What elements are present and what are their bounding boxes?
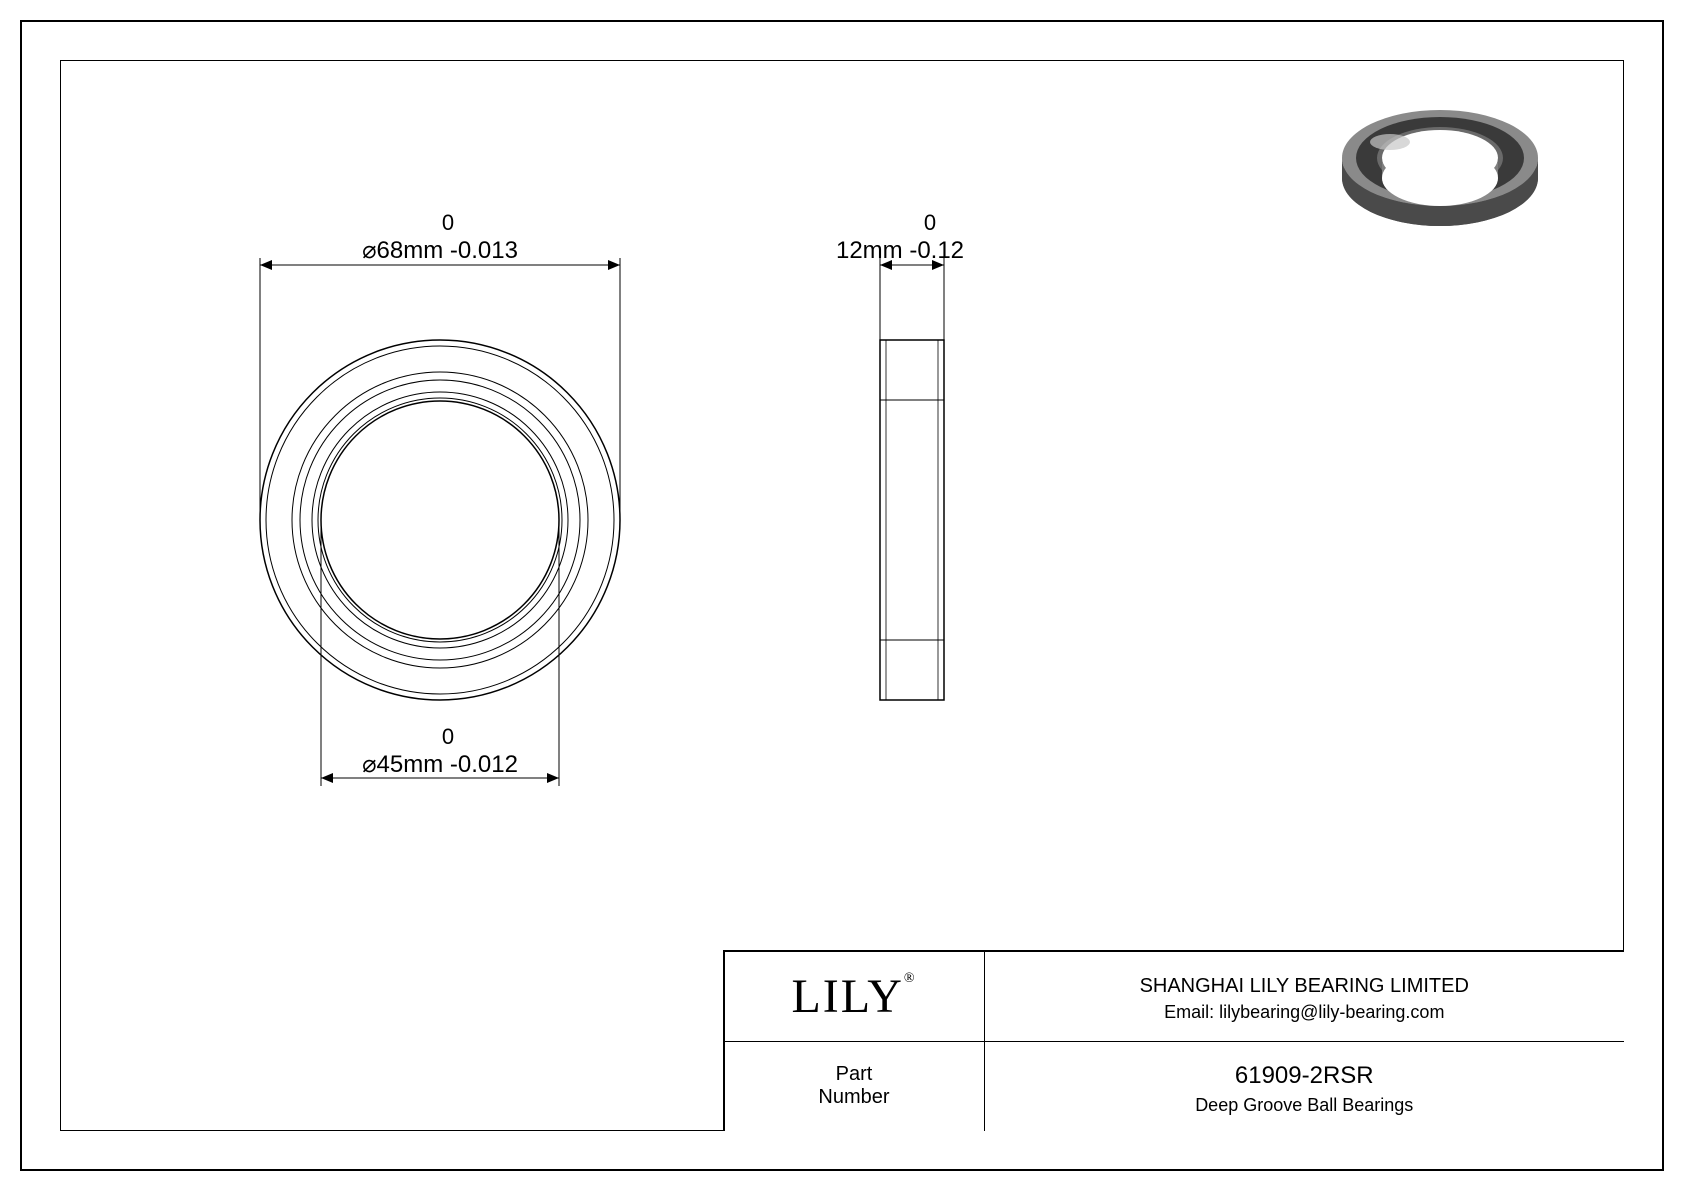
company-email: Email: lilybearing@lily-bearing.com: [1003, 1002, 1607, 1023]
part-label-1: Part: [743, 1063, 966, 1086]
company-info-cell: SHANGHAI LILY BEARING LIMITED Email: lil…: [984, 951, 1624, 1041]
side-view: [880, 340, 944, 700]
part-label-cell: Part Number: [724, 1041, 984, 1131]
outer-dia-tol-lower: -0.013: [450, 237, 518, 264]
dimension-width: 0 12mm -0.12: [836, 210, 964, 340]
inner-dia-tol-lower: -0.012: [450, 751, 518, 778]
logo-text: LILY: [791, 970, 903, 1023]
part-description: Deep Groove Ball Bearings: [1003, 1095, 1607, 1116]
outer-dia-label: ⌀68mm: [362, 237, 443, 264]
inner-dia-tol-upper: 0: [442, 724, 454, 749]
company-logo: LILY®: [791, 969, 916, 1024]
svg-text:⌀68mm -0.013: ⌀68mm -0.013: [362, 237, 518, 264]
part-info-cell: 61909-2RSR Deep Groove Ball Bearings: [984, 1041, 1624, 1131]
inner-dia-label: ⌀45mm: [362, 751, 443, 778]
svg-text:⌀45mm -0.012: ⌀45mm -0.012: [362, 751, 518, 778]
part-label-2: Number: [743, 1086, 966, 1109]
dimension-inner-dia: 0 ⌀45mm -0.012: [321, 520, 559, 786]
part-number: 61909-2RSR: [1003, 1057, 1607, 1095]
width-label: 12mm: [836, 237, 903, 264]
isometric-view: [1342, 110, 1538, 226]
logo-cell: LILY®: [724, 951, 984, 1041]
company-name: SHANGHAI LILY BEARING LIMITED: [1003, 970, 1607, 1002]
width-tol-upper: 0: [924, 210, 936, 235]
outer-dia-tol-upper: 0: [442, 210, 454, 235]
front-view: [260, 340, 620, 700]
title-block: LILY® SHANGHAI LILY BEARING LIMITED Emai…: [723, 950, 1625, 1132]
dimension-outer-dia: 0 ⌀68mm -0.013: [260, 210, 620, 520]
width-tol-lower: -0.12: [909, 237, 964, 264]
svg-text:12mm -0.12: 12mm -0.12: [836, 237, 964, 264]
registered-icon: ®: [904, 971, 917, 986]
